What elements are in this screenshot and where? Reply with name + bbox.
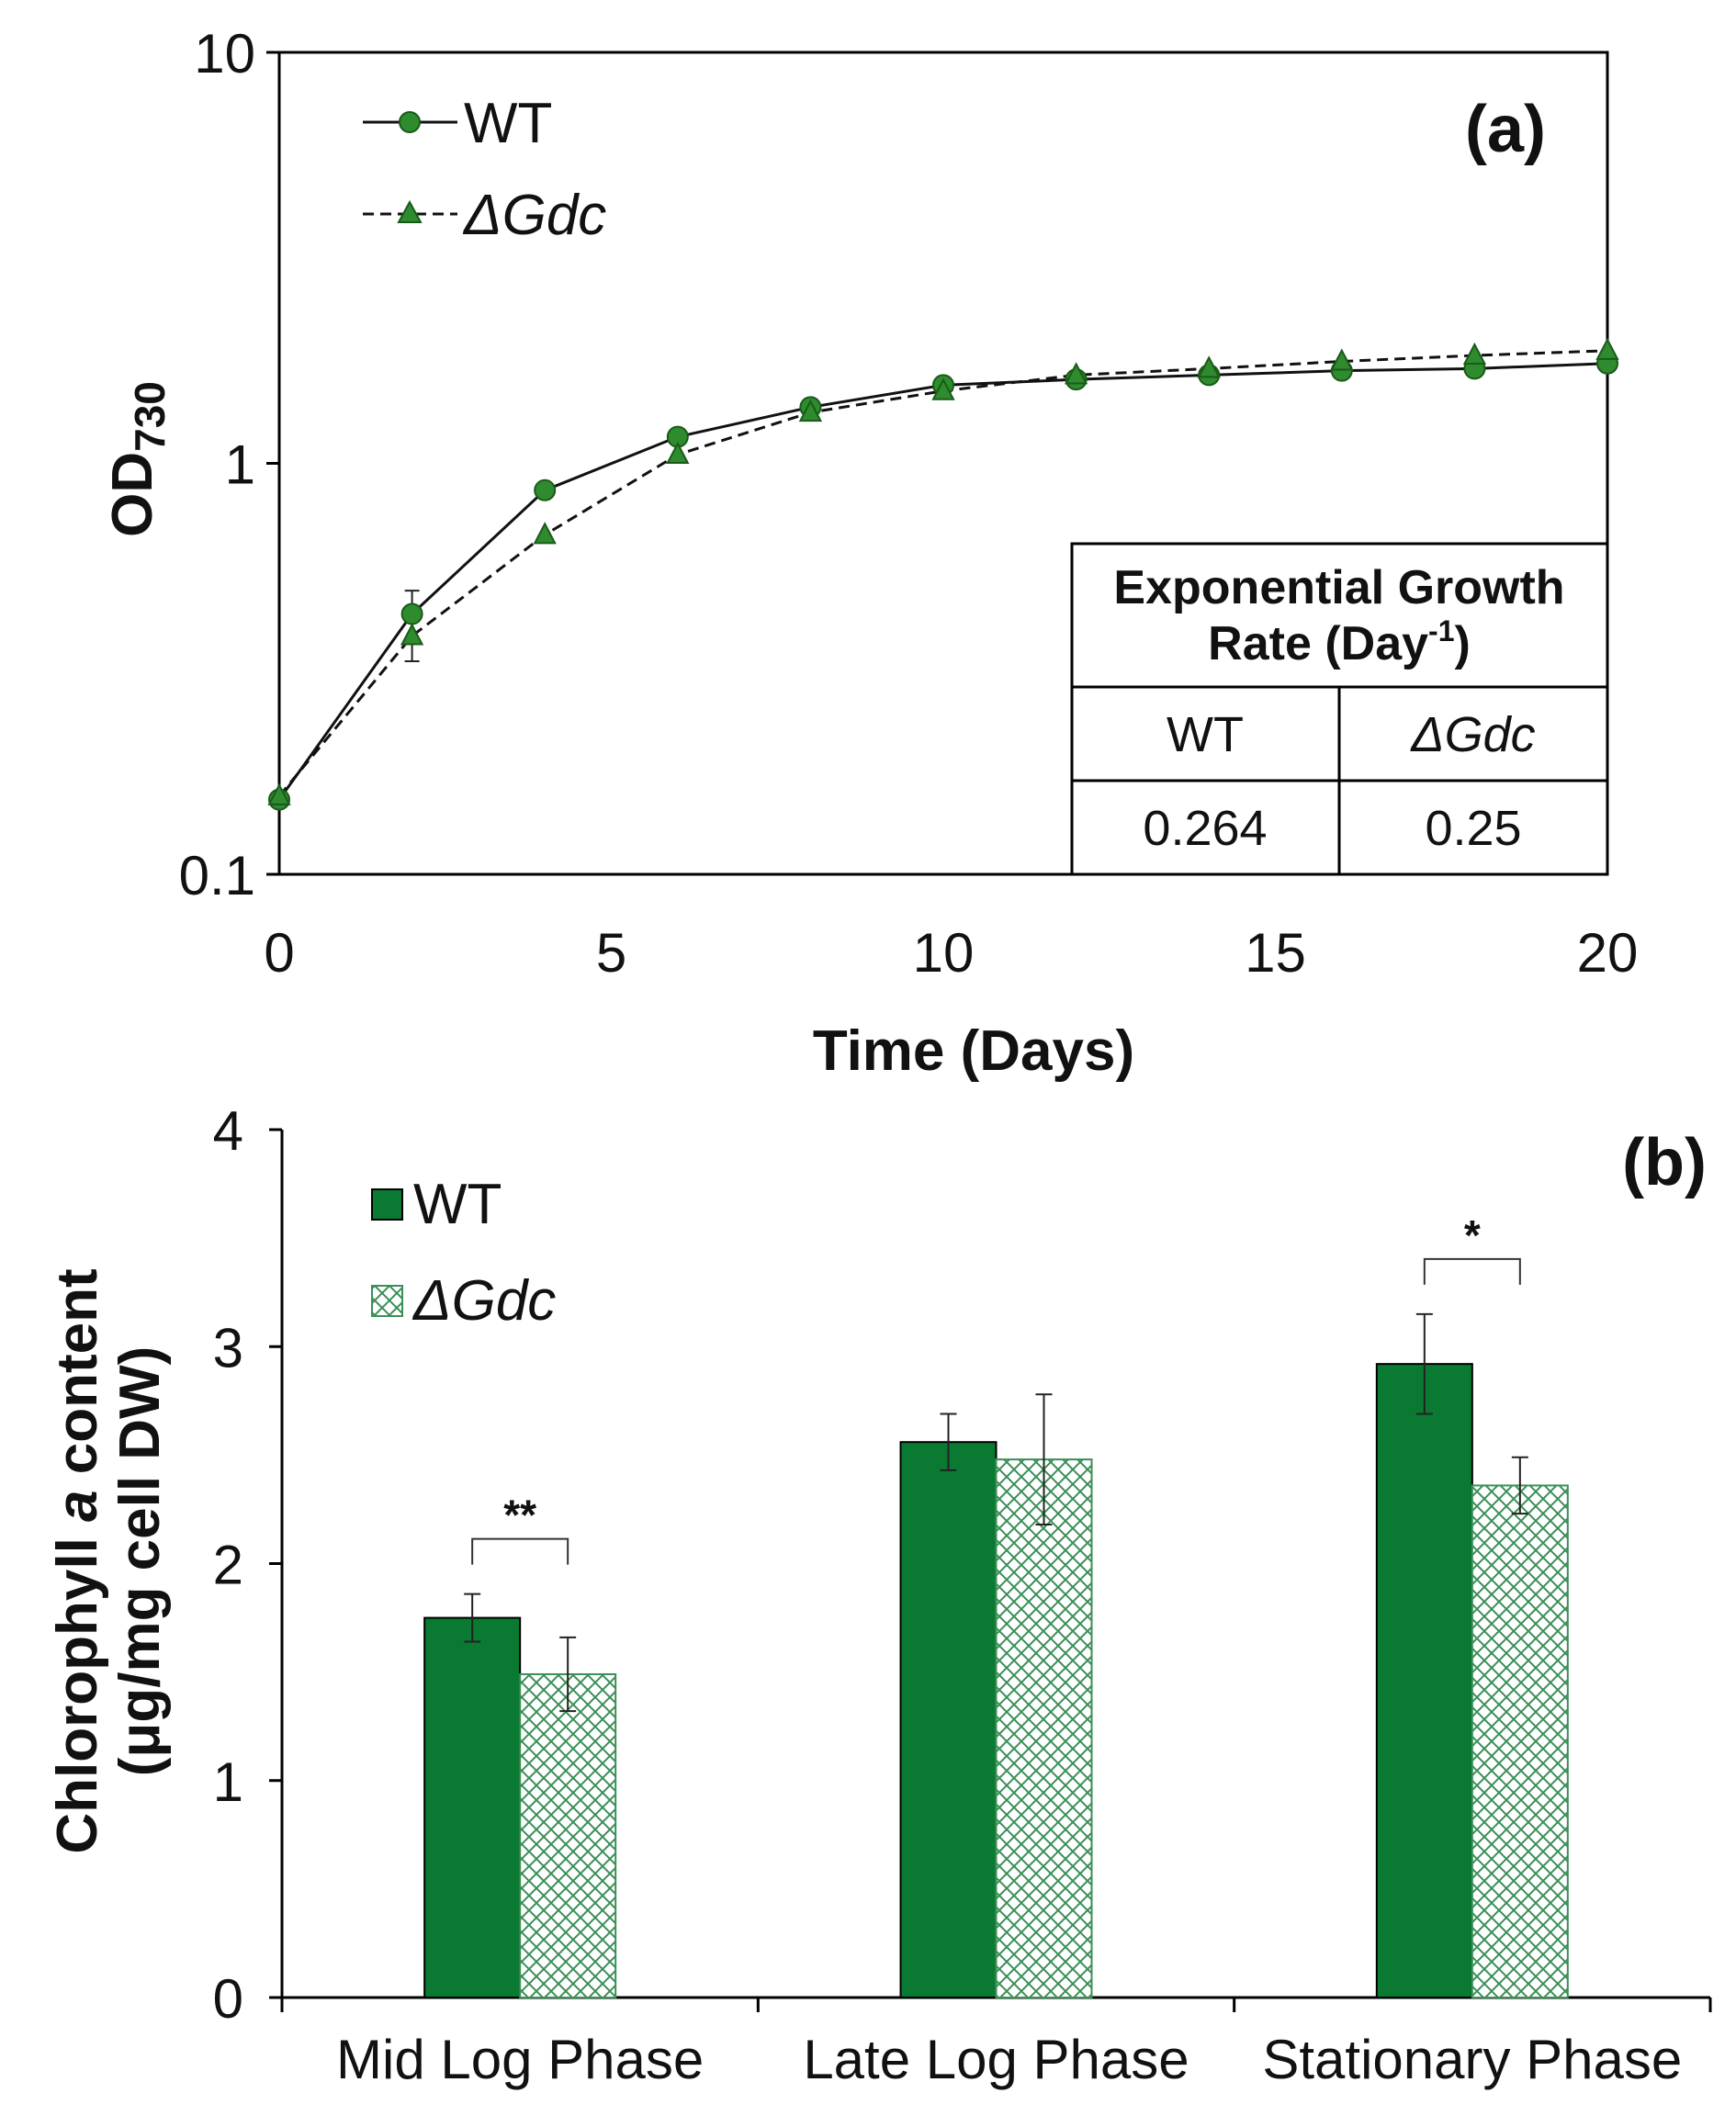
panel-a-x-axis-title: Time (Days) [813,1019,1134,1083]
b-y-tick-label: 4 [213,1100,243,1162]
legend-b-dgdc-label: ΔGdc [411,1269,556,1333]
svg-text:(μg/mg cell DW): (μg/mg cell DW) [108,1346,172,1776]
b-y-tick-label: 1 [213,1751,243,1813]
panel-b-ticks: 0 1 2 3 4 Mid Log Phase Late Log Phase Stationa… [213,1100,1712,2090]
b-category-label: Stationary Phase [1262,2029,1682,2090]
a-x-tick-label: 5 [596,922,626,984]
b-y-tick-label: 0 [213,1968,243,2030]
panel-b-y-axis-title: Chlorophyll a content (μg/mg cell DW) [46,1268,172,1853]
panel-a-series [267,337,1619,811]
legend-dgdc-triangle-marker [397,199,423,223]
panel-a-y-axis-title: OD730 [101,381,174,537]
wt-data-point [534,478,557,501]
legend-wt-circle-marker [399,111,421,133]
legend-dgdc-swatch [371,1285,403,1317]
dgdc-data-point [400,623,424,646]
b-category-label: Mid Log Phase [336,2029,704,2090]
dgdc-data-point [798,399,823,422]
panel-a-label: (a) [1465,93,1546,166]
dgdc-data-point [1064,362,1088,385]
significance-bracket [471,1537,569,1565]
significance-bracket [1423,1257,1521,1285]
legend-wt-label: WT [464,92,552,155]
dgdc-data-point [1330,348,1354,371]
a-x-tick-label: 15 [1245,922,1306,984]
dgdc-data-point [267,782,291,805]
dgdc-bar [995,1458,1093,1998]
panel-a-ticks: 0.1 1 10 0 5 10 15 20 [179,23,1639,984]
inset-col-dgdc: ΔGdc [1409,707,1535,762]
a-x-tick-label: 0 [264,922,294,984]
b-y-tick-label: 3 [213,1317,243,1379]
a-y-tick-label: 0.1 [179,845,255,906]
panel-b: 0 1 2 3 4 Mid Log Phase Late Log Phase Stationa… [46,1100,1712,2090]
b-y-tick-label: 2 [213,1535,243,1596]
dgdc-bar [519,1672,617,1999]
panel-b-bars: *** [423,1211,1569,1999]
dgdc-data-point [1462,342,1487,366]
dgdc-data-point [666,441,690,465]
inset-header-line2: Rate (Day-1) [1208,614,1471,670]
panel-b-label: (b) [1622,1126,1707,1199]
wt-bar [899,1441,998,1998]
wt-bar [423,1616,522,1998]
dgdc-data-point [1197,355,1221,378]
panel-b-legend: WT ΔGdc [371,1173,556,1333]
a-x-tick-label: 20 [1577,922,1639,984]
significance-label: * [1464,1211,1481,1259]
wt-bar [1375,1363,1473,1998]
growth-rate-inset-table: Exponential Growth Rate (Day-1) WT ΔGdc … [1070,542,1609,876]
a-x-tick-label: 10 [913,922,975,984]
svg-text:Chlorophyll a content: Chlorophyll a content [46,1268,109,1853]
legend-dgdc-label: ΔGdc [462,184,606,247]
dgdc-data-point [931,377,955,400]
a-y-tick-label: 10 [194,23,255,84]
panel-a-legend: WT ΔGdc [363,92,606,247]
dgdc-bar [1471,1484,1569,1998]
inset-col-wt: WT [1167,707,1244,762]
dgdc-data-point [1595,337,1619,360]
inset-value-dgdc: 0.25 [1425,801,1521,856]
inset-header-line1: Exponential Growth [1113,561,1564,614]
significance-label: ** [503,1491,536,1539]
legend-b-wt-label: WT [413,1173,502,1236]
a-y-tick-label: 1 [225,434,255,496]
legend-wt-swatch [371,1188,403,1221]
b-category-label: Late Log Phase [803,2029,1189,2090]
wt-data-point [400,602,423,625]
inset-value-wt: 0.264 [1143,801,1267,856]
dgdc-data-point [533,522,557,545]
panel-a: 0.1 1 10 0 5 10 15 20 OD730 Time (Days) (a) WT … [101,23,1638,1083]
